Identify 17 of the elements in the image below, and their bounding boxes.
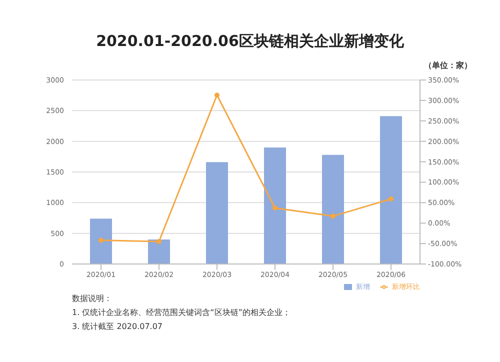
point (156, 238, 162, 244)
bar (380, 116, 402, 264)
text: 数据说明： (72, 293, 113, 305)
point (98, 238, 104, 243)
chart-title: 2020.01-2020.06区块链相关企业新增变化 (95, 32, 405, 51)
bar (90, 218, 112, 264)
point (272, 205, 278, 211)
point (388, 196, 394, 202)
bar (148, 239, 170, 264)
text: （单位：家） (424, 60, 472, 71)
point (330, 214, 336, 219)
bar (322, 154, 344, 264)
text: 1. 仅统计企业名称、经营范围关键词含“区块链”的相关企业； (72, 307, 290, 319)
point (214, 92, 220, 98)
text: 3. 统计截至 2020.07.07 (72, 321, 164, 333)
bar (206, 162, 228, 264)
bar (264, 147, 286, 264)
